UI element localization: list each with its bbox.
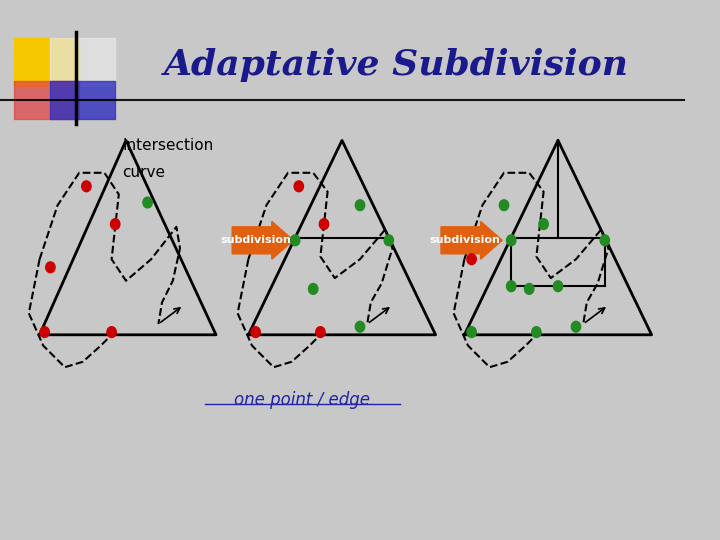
Bar: [14, 81, 79, 119]
Ellipse shape: [507, 235, 516, 246]
FancyArrow shape: [441, 221, 503, 259]
Ellipse shape: [554, 281, 563, 292]
Ellipse shape: [600, 235, 609, 246]
Ellipse shape: [572, 321, 580, 332]
Text: one point / edge: one point / edge: [235, 390, 370, 409]
Text: subdivision: subdivision: [220, 235, 291, 245]
Text: Intersection: Intersection: [122, 138, 214, 153]
Ellipse shape: [294, 181, 304, 192]
Text: subdivision: subdivision: [429, 235, 500, 245]
Ellipse shape: [499, 200, 508, 211]
Ellipse shape: [82, 181, 91, 192]
Ellipse shape: [384, 235, 394, 246]
Ellipse shape: [531, 327, 541, 338]
Text: Adaptative Subdivision: Adaptative Subdivision: [163, 48, 629, 82]
Ellipse shape: [46, 262, 55, 273]
Ellipse shape: [320, 219, 328, 230]
Ellipse shape: [467, 327, 477, 338]
Ellipse shape: [356, 200, 365, 211]
Ellipse shape: [356, 321, 365, 332]
Ellipse shape: [507, 281, 516, 292]
Ellipse shape: [315, 327, 325, 338]
Ellipse shape: [143, 197, 153, 208]
Bar: [50, 38, 115, 86]
Ellipse shape: [308, 284, 318, 294]
Ellipse shape: [290, 235, 300, 246]
Bar: [50, 81, 115, 119]
Ellipse shape: [107, 327, 117, 338]
Ellipse shape: [467, 254, 477, 265]
Ellipse shape: [539, 219, 549, 230]
Ellipse shape: [251, 327, 261, 338]
Ellipse shape: [111, 219, 120, 230]
Bar: [14, 38, 79, 86]
Ellipse shape: [525, 284, 534, 294]
Text: curve: curve: [122, 165, 166, 180]
FancyArrow shape: [232, 221, 294, 259]
Ellipse shape: [40, 327, 49, 338]
